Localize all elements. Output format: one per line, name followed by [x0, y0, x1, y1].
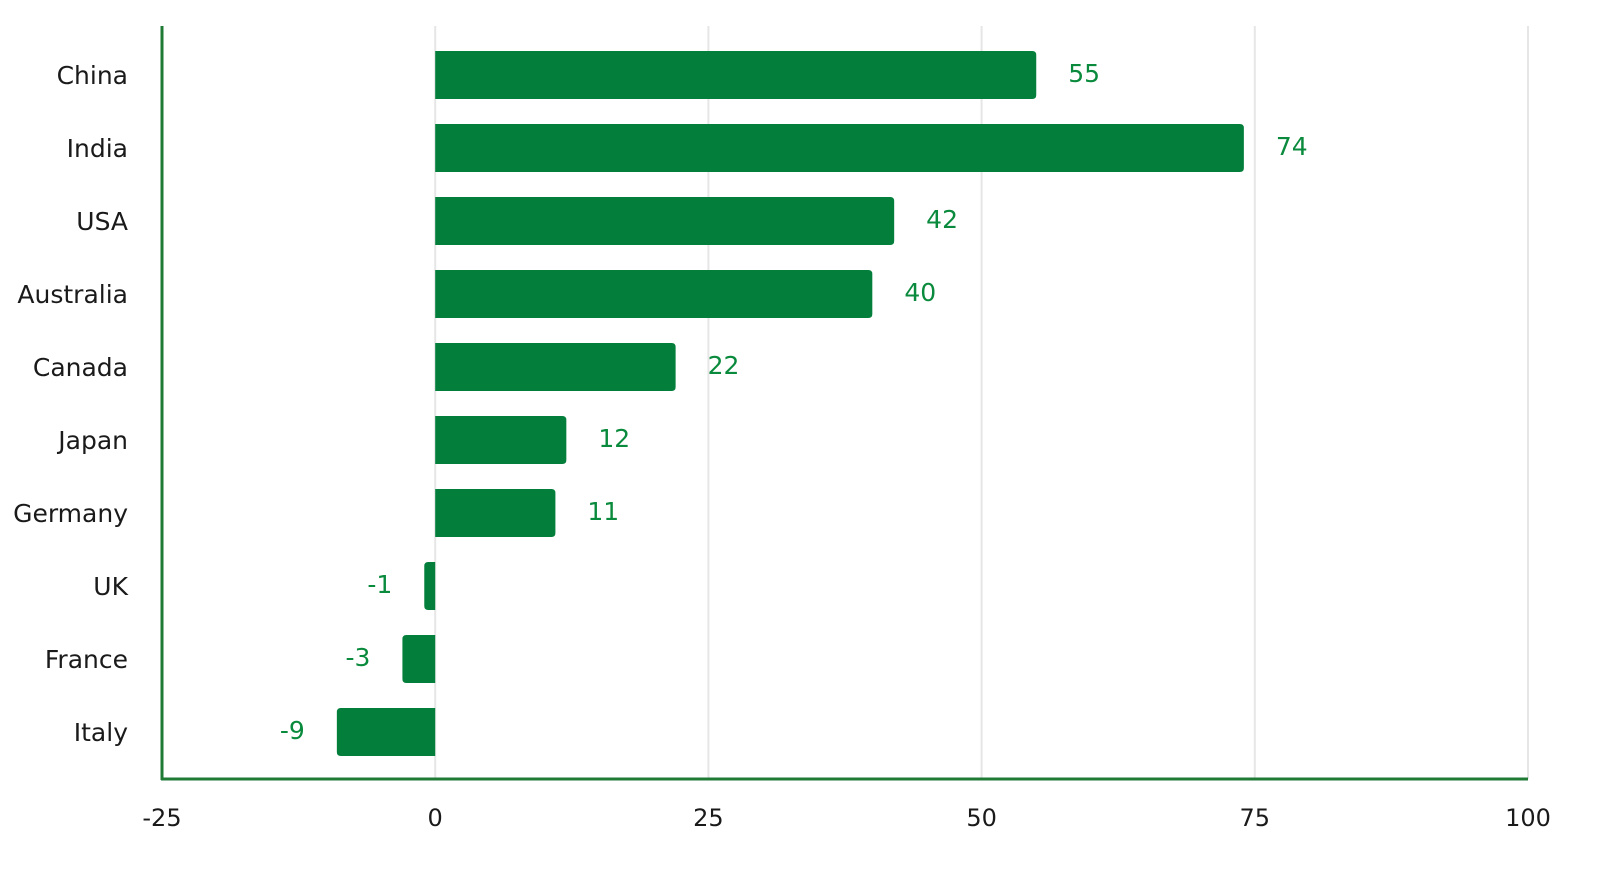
category-label: France	[45, 645, 128, 674]
bar-usa	[435, 197, 895, 245]
bar-germany	[435, 489, 556, 537]
x-tick-label: 75	[1240, 804, 1271, 832]
category-label: USA	[76, 207, 128, 236]
value-label: -1	[367, 570, 392, 599]
value-label: 74	[1276, 132, 1308, 161]
bar-italy	[336, 708, 436, 756]
labels: China 55 India 74 USA 42 Australia 40 Canada 22 Ja…	[13, 59, 1551, 832]
category-label: Italy	[74, 718, 128, 747]
value-label: 11	[587, 497, 619, 526]
x-tick-label: 25	[693, 804, 724, 832]
value-label: 55	[1068, 59, 1100, 88]
bars	[336, 51, 1244, 756]
category-label: Japan	[56, 426, 128, 455]
category-label: Canada	[33, 353, 128, 382]
bar-japan	[435, 416, 567, 464]
category-label: India	[67, 134, 128, 163]
value-label: 40	[904, 278, 936, 307]
value-label: -3	[345, 643, 370, 672]
bar-china	[435, 51, 1037, 99]
x-tick-label: -25	[142, 804, 181, 832]
bar-australia	[435, 270, 873, 318]
x-tick-label: 0	[428, 804, 443, 832]
x-tick-label: 50	[966, 804, 997, 832]
category-label: Germany	[13, 499, 128, 528]
category-label: Australia	[17, 280, 128, 309]
category-label: China	[57, 61, 128, 90]
category-label: UK	[93, 572, 128, 601]
value-label: 12	[598, 424, 630, 453]
axes	[160, 26, 1528, 781]
bar-france	[402, 635, 436, 683]
bar-canada	[435, 343, 676, 391]
value-label: -9	[280, 716, 305, 745]
value-label: 42	[926, 205, 958, 234]
value-label: 22	[708, 351, 740, 380]
bar-india	[435, 124, 1244, 172]
bar-uk	[424, 562, 436, 610]
x-tick-label: 100	[1505, 804, 1551, 832]
